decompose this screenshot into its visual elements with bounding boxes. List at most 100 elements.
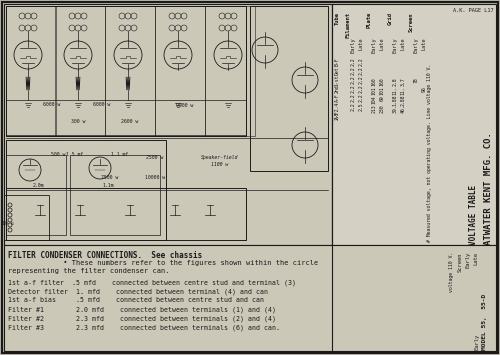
Text: 2.5: 2.5 [334,111,340,120]
Bar [4,4,332,245]
Bar [332,4,496,245]
Text: 11.: 11. [392,86,398,95]
Text: 500 w: 500 w [51,152,65,157]
Text: 1.88: 1.88 [392,95,398,106]
Text: 6000 w: 6000 w [94,102,110,107]
Text: 2.5: 2.5 [358,102,364,111]
Text: Detector filter  1. mfd    connected between terminal (4) and can: Detector filter 1. mfd connected between… [8,288,268,295]
Bar [55,6,105,136]
Text: Tube: Tube [334,12,340,25]
Text: 3.7: 3.7 [400,77,406,86]
Text: Filter #2        2.3 mfd    connected between terminals (2) and (4): Filter #2 2.3 mfd connected between term… [8,316,276,322]
Bar [250,6,328,171]
Text: 96: 96 [422,86,426,92]
Text: 39.: 39. [392,104,398,113]
Text: 2.2: 2.2 [358,75,364,84]
Bar [6,188,246,240]
Text: 1st a-f filter  .5 mfd    connected between centre stud and terminal (3): 1st a-f filter .5 mfd connected between … [8,279,296,285]
Text: 2.2: 2.2 [350,66,356,75]
Text: Screen: Screen [408,12,414,32]
Text: Late: Late [358,37,364,49]
Text: A.K. PAGE L17: A.K. PAGE L17 [454,8,494,13]
Text: 9000 w: 9000 w [176,103,194,108]
Text: 2600 w: 2600 w [122,119,138,124]
Text: Early: Early [372,37,376,53]
Text: Early: Early [466,252,470,268]
Text: 101: 101 [372,86,376,95]
Text: 1st a-f bias     .5 mfd    connected between centre stud and can: 1st a-f bias .5 mfd connected between ce… [8,297,264,304]
Text: 6000 w: 6000 w [44,102,60,107]
Text: Filament: Filament [346,12,350,38]
Text: # Measured voltage, not operating voltage. Line voltage 110 V.: # Measured voltage, not operating voltag… [427,64,432,242]
Text: 300 w: 300 w [71,119,85,124]
Text: 2.2: 2.2 [358,93,364,102]
Text: Late: Late [380,37,384,49]
Text: Grid: Grid [388,12,392,25]
Text: 2.2: 2.2 [350,84,356,93]
Text: 104: 104 [372,95,376,104]
Bar [6,140,166,240]
Text: 1100 w: 1100 w [212,162,228,167]
Text: Early: Early [474,334,479,350]
Text: Plate: Plate [366,12,372,28]
Text: 2.2: 2.2 [350,102,356,111]
Text: 2.2: 2.2 [358,66,364,75]
Text: 2.0m: 2.0m [32,183,44,188]
Text: 2500 w: 2500 w [146,155,164,160]
Text: Filter #1        2.0 mfd    connected between terminals (1) and (4): Filter #1 2.0 mfd connected between term… [8,307,276,313]
Bar [4,245,496,351]
Text: Late: Late [400,37,406,49]
Text: 1.5 mf: 1.5 mf [66,152,84,157]
Bar [70,155,160,235]
Bar [4,195,49,240]
Text: Filter #3        2.3 mfd    connected between terminals (6) and can.: Filter #3 2.3 mfd connected between term… [8,325,280,332]
Text: Screen: Screen [458,252,462,272]
Text: 2nd: 2nd [334,84,340,93]
Text: 160: 160 [372,77,376,86]
Text: 10 u: 10 u [2,221,14,226]
Text: B-F: B-F [334,57,340,66]
Text: 2.8: 2.8 [392,77,398,86]
Text: 2.2: 2.2 [358,57,364,66]
Text: MODEL 55,  55-D: MODEL 55, 55-D [482,294,487,350]
Bar [6,6,56,136]
Text: Speaker-field: Speaker-field [202,155,238,160]
Text: 2.2: 2.2 [350,57,356,66]
Text: voltage 110 V.: voltage 110 V. [450,252,454,292]
Bar [105,6,155,136]
Text: Late: Late [474,252,478,265]
Text: 1.1 mf: 1.1 mf [112,152,128,157]
Text: 2.2: 2.2 [350,93,356,102]
Text: 2.2: 2.2 [358,84,364,93]
Text: 7500 w: 7500 w [102,175,118,180]
Text: 1.1m: 1.1m [102,183,114,188]
Bar [155,6,205,136]
Bar [6,155,66,235]
Text: 1-st: 1-st [334,75,340,87]
Text: 2.2: 2.2 [350,75,356,84]
Text: Early: Early [414,37,418,53]
Text: 10000 w: 10000 w [145,175,165,180]
Text: VOLTAGE TABLE: VOLTAGE TABLE [469,185,478,245]
Text: Early: Early [350,37,356,53]
Text: 69: 69 [380,95,384,101]
Text: 101: 101 [380,86,384,95]
Bar [6,6,246,136]
Text: Early: Early [392,37,398,53]
Text: representing the filter condenser can.: representing the filter condenser can. [8,268,170,274]
Text: 213: 213 [372,104,376,113]
Text: Late: Late [422,37,426,49]
Text: A-F: A-F [334,93,340,102]
Bar [205,6,255,136]
Text: 78: 78 [414,77,418,83]
Text: 2.88: 2.88 [400,95,406,106]
Text: 230: 230 [380,104,384,113]
Text: 11.: 11. [400,86,406,95]
Text: FILTER CONDENSER CONNECTIONS.  See chassis: FILTER CONDENSER CONNECTIONS. See chassi… [8,251,202,260]
Text: A-F2.4: A-F2.4 [334,102,340,119]
Text: ATWATER KENT MFG. CO.: ATWATER KENT MFG. CO. [484,132,493,245]
Text: • These numbers refer to the figures shown within the circle: • These numbers refer to the figures sho… [8,260,318,266]
Text: 46.: 46. [400,104,406,113]
Text: Det: Det [334,66,340,75]
Text: 160: 160 [380,77,384,86]
